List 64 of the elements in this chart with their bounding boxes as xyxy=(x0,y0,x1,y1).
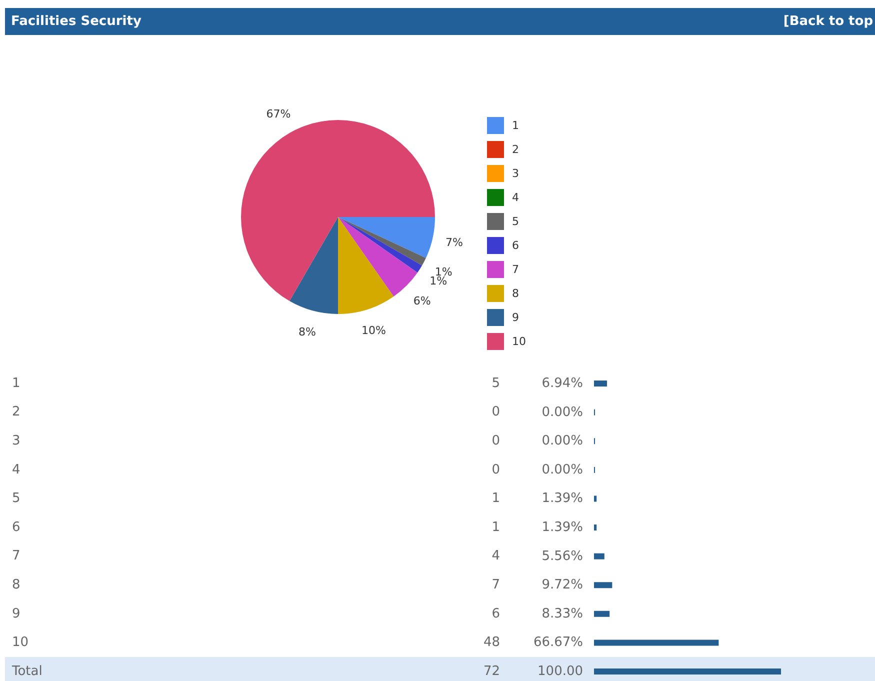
text: 6 xyxy=(492,606,500,622)
bar xyxy=(594,582,612,588)
data-label: 1.39% xyxy=(542,520,583,536)
y-tick-label: 1 xyxy=(12,376,20,391)
pie-slice xyxy=(290,217,338,314)
y-tick-label: 7 xyxy=(12,548,20,564)
bar xyxy=(594,610,610,617)
pie-slice xyxy=(338,217,426,266)
bar xyxy=(594,524,597,531)
data-label: 0.00% xyxy=(542,434,583,449)
legend-label: 8 xyxy=(512,286,519,300)
y-tick-label: 6 xyxy=(12,520,20,535)
text: 0 xyxy=(492,404,500,420)
data-label: 1.39% xyxy=(542,491,583,506)
text: 0 xyxy=(492,434,500,448)
pie-slice xyxy=(338,217,394,314)
pie-slice xyxy=(338,217,422,273)
text: 1 xyxy=(492,491,500,506)
pie-slice xyxy=(338,217,418,296)
data-label: 9.72% xyxy=(542,578,583,593)
data-label: 7% xyxy=(445,236,463,250)
y-tick-label: 8 xyxy=(12,578,20,592)
data-label: 8.33% xyxy=(542,606,583,622)
legend-label: 5 xyxy=(512,214,519,228)
data-label: 0.00% xyxy=(542,404,583,420)
data-label: 6% xyxy=(413,294,431,308)
y-tick-label: 4 xyxy=(12,462,20,478)
text: 5 xyxy=(492,376,500,391)
text: 1 xyxy=(492,520,500,535)
legend-label: 9 xyxy=(512,310,519,324)
y-tick-label: 3 xyxy=(12,434,20,448)
data-label: 5.56% xyxy=(542,548,583,564)
text: [Back to top xyxy=(783,13,873,31)
data-label: 10% xyxy=(362,324,386,337)
text: Facilities Security xyxy=(11,13,142,31)
legend-label: 10 xyxy=(512,334,526,348)
y-tick-label: 5 xyxy=(12,491,20,506)
data-label: 67% xyxy=(266,107,291,120)
legend-label: 3 xyxy=(512,166,519,180)
data-label: 6.94% xyxy=(542,376,583,392)
data-label: 0.00% xyxy=(542,462,583,478)
legend-label: 6 xyxy=(512,238,519,252)
data-label: 100.00 xyxy=(538,664,583,680)
legend-label: 1 xyxy=(512,118,519,132)
text: 4 xyxy=(492,548,500,564)
text: 0 xyxy=(492,462,500,478)
bar xyxy=(594,640,719,646)
y-tick-label: Total xyxy=(11,664,42,679)
y-tick-label: 9 xyxy=(12,606,20,622)
bar xyxy=(594,496,597,502)
bar xyxy=(594,380,607,387)
text: 48 xyxy=(483,635,500,650)
legend-label: 7 xyxy=(512,262,519,276)
text: 7 xyxy=(492,578,500,592)
data-label: 8% xyxy=(298,325,316,338)
legend-label: 4 xyxy=(512,190,519,204)
data-label: 66.67% xyxy=(533,635,583,650)
y-tick-label: 10 xyxy=(12,635,29,650)
text: 72 xyxy=(483,664,500,679)
bar xyxy=(594,668,781,675)
legend-label: 2 xyxy=(512,142,519,156)
y-tick-label: 2 xyxy=(12,404,20,420)
bar xyxy=(594,553,604,560)
pie-slice xyxy=(338,217,435,258)
